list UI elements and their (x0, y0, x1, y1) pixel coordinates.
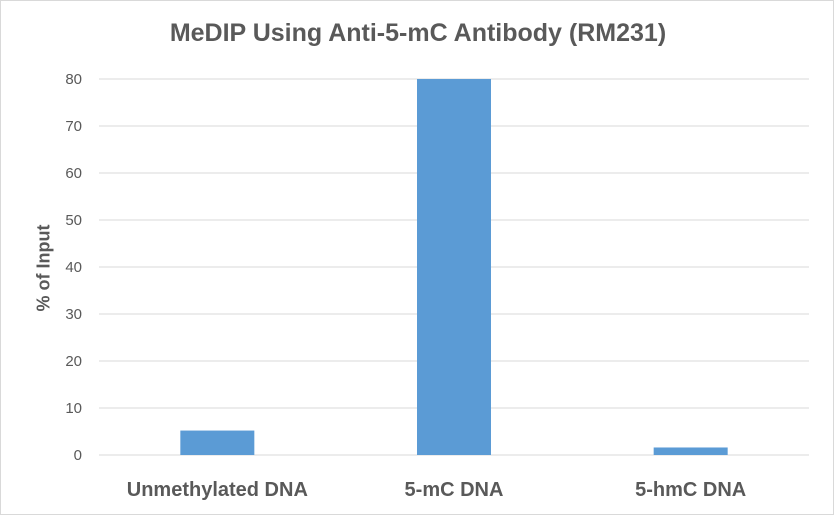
y-tick-label-70: 70 (65, 118, 82, 135)
y-tick-label-20: 20 (65, 353, 82, 370)
y-tick-label-80: 80 (65, 71, 82, 88)
y-tick-label-30: 30 (65, 306, 82, 323)
chart-title: MeDIP Using Anti-5-mC Antibody (RM231) (169, 19, 667, 47)
y-tick-label-50: 50 (65, 212, 82, 229)
x-category-label-0: Unmethylated DNA (127, 479, 308, 501)
bar-0 (180, 430, 255, 455)
bar-2 (653, 447, 728, 455)
y-tick-label-40: 40 (65, 259, 82, 276)
x-category-label-2: 5-hmC DNA (635, 479, 746, 501)
x-category-label-1: 5-mC DNA (405, 479, 504, 501)
bar-1 (417, 79, 491, 455)
y-tick-label-10: 10 (65, 400, 82, 417)
y-tick-label-0: 0 (74, 447, 82, 464)
y-tick-label-60: 60 (65, 165, 82, 182)
